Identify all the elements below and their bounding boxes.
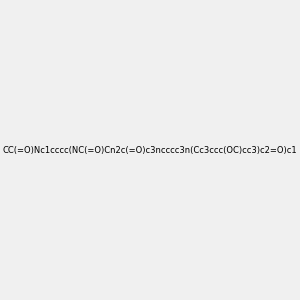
Text: CC(=O)Nc1cccc(NC(=O)Cn2c(=O)c3ncccc3n(Cc3ccc(OC)cc3)c2=O)c1: CC(=O)Nc1cccc(NC(=O)Cn2c(=O)c3ncccc3n(Cc… — [3, 146, 297, 154]
